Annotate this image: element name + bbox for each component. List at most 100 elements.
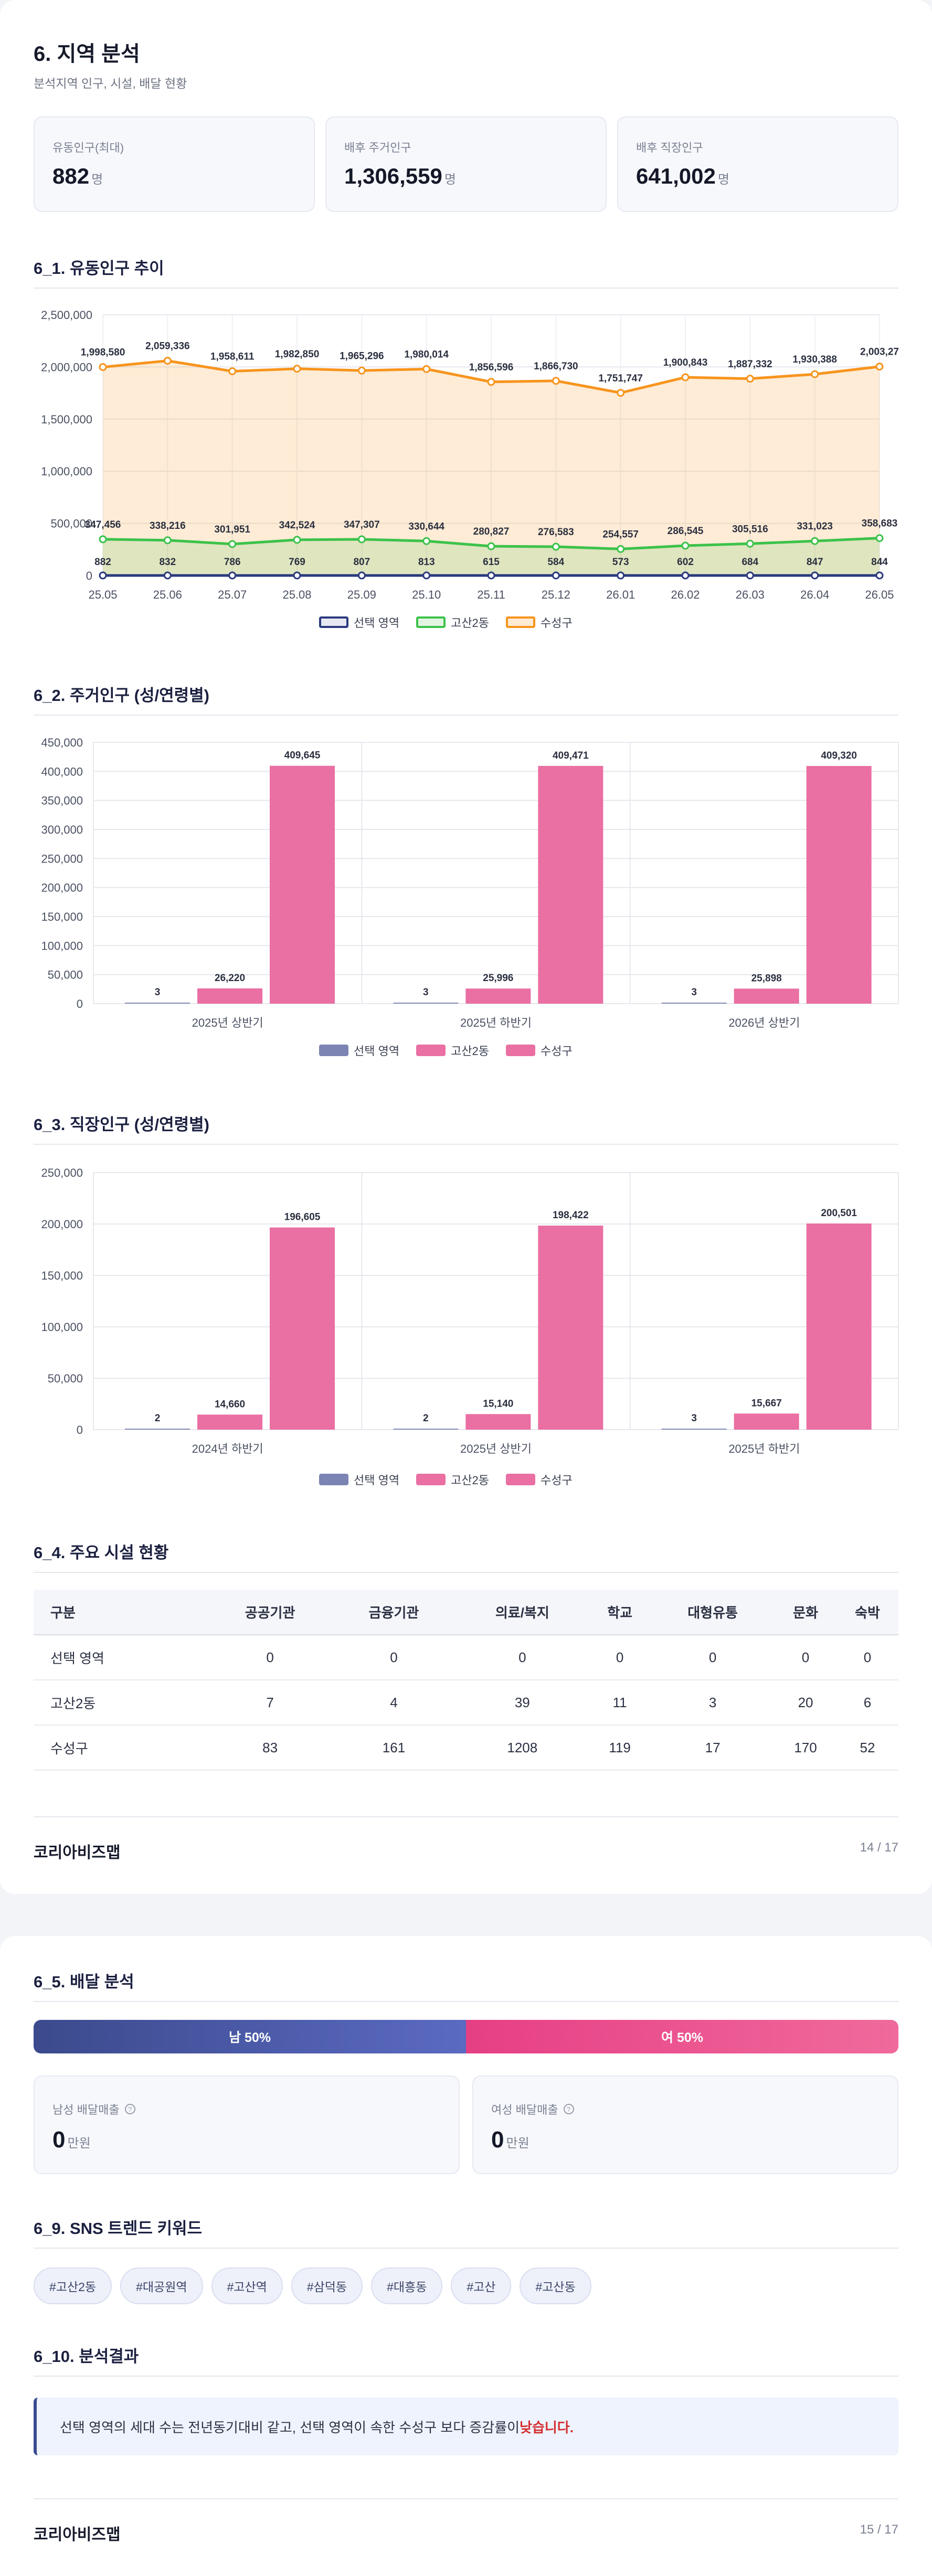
- sns-keyword-tag[interactable]: #고산2동: [34, 2268, 112, 2304]
- x-tick-label: 25.07: [218, 588, 247, 601]
- section-title-delivery: 6_5. 배달 분석: [34, 1973, 134, 1991]
- legend-item[interactable]: 선택 영역: [319, 614, 399, 631]
- male-share-segment: 남 50%: [34, 2020, 466, 2053]
- data-point: [99, 535, 107, 544]
- bar: [270, 765, 335, 1004]
- table-cell: 161: [332, 1725, 456, 1771]
- table-cell: 0: [589, 1635, 651, 1680]
- kpi-label: 배후 직장인구: [636, 141, 703, 154]
- column-header: 구분: [34, 1590, 208, 1635]
- analysis-result-box: 선택 영역의 세대 수는 전년동기대비 같고, 선택 영역이 속한 수성구 보다…: [34, 2398, 898, 2455]
- data-label: 2,003,27: [860, 347, 899, 358]
- floating-population-line-chart: 0 500,000 1,000,000 1,500,000 2,000,000 2,500…: [41, 308, 899, 601]
- page-title: 6. 지역 분석: [34, 42, 140, 66]
- page-footer: 코리아비즈맵 15 / 17: [34, 2498, 898, 2543]
- data-point: [293, 571, 301, 580]
- sns-keyword-tag[interactable]: #고산동: [520, 2268, 591, 2304]
- table-cell: 6: [836, 1680, 898, 1726]
- data-point: [487, 542, 495, 550]
- legend-item[interactable]: 수성구: [506, 1042, 573, 1059]
- data-point: [746, 539, 754, 548]
- sns-keyword-tag[interactable]: #대흥동: [371, 2268, 443, 2304]
- data-point: [357, 571, 366, 580]
- section-divider: [34, 715, 898, 716]
- data-point: [875, 363, 884, 371]
- legend-item[interactable]: 선택 영역: [319, 1471, 399, 1488]
- legend-item[interactable]: 수성구: [506, 1471, 573, 1488]
- data-label: 1,751,747: [598, 373, 643, 384]
- chart-legend: 선택 영역 고산2동 수성구: [319, 614, 573, 631]
- section-divider: [34, 1144, 898, 1145]
- table-cell: 4: [332, 1680, 456, 1726]
- x-tick-label: 26.05: [865, 588, 894, 601]
- sns-keyword-tag[interactable]: #대공원역: [120, 2268, 203, 2304]
- data-label: 1,958,611: [210, 352, 255, 363]
- y-tick-label: 1,000,000: [41, 465, 92, 478]
- data-label: 2: [423, 1413, 429, 1424]
- x-tick-label: 26.03: [736, 588, 765, 601]
- data-point: [228, 367, 237, 376]
- legend-label: 선택 영역: [354, 1474, 400, 1487]
- column-header: 의료/복지: [456, 1590, 589, 1635]
- y-tick-label: 100,000: [41, 939, 83, 952]
- data-point: [487, 378, 495, 386]
- data-point: [163, 536, 172, 545]
- legend-swatch: [506, 1474, 536, 1485]
- data-point: [163, 357, 172, 365]
- data-label: 1,998,580: [81, 347, 125, 358]
- legend-item[interactable]: 고산2동: [416, 1042, 489, 1059]
- sns-keyword-tag[interactable]: #고산: [451, 2268, 512, 2304]
- section-title-residential: 6_2. 주거인구 (성/연령별): [34, 686, 209, 705]
- facilities-table: 구분 공공기관 금융기관 의료/복지 학교 대형유통 문화 숙박 선택 영역 0 0 0 0 0 0 0 고산2…: [34, 1590, 898, 1771]
- female-share-segment: 여 50%: [466, 2020, 898, 2053]
- y-tick-label: 300,000: [41, 823, 83, 836]
- help-icon[interactable]: ?: [563, 2104, 574, 2114]
- data-label: 301,951: [214, 524, 250, 535]
- bar: [661, 1003, 727, 1004]
- data-label: 786: [224, 557, 241, 568]
- data-label: 276,583: [538, 527, 574, 538]
- data-label: 254,557: [602, 529, 639, 540]
- legend-item[interactable]: 고산2동: [416, 614, 489, 631]
- x-tick-label: 26.01: [606, 588, 635, 601]
- y-tick-label: 250,000: [41, 1166, 83, 1179]
- data-label: 813: [418, 557, 435, 568]
- help-icon[interactable]: ?: [124, 2104, 135, 2114]
- y-tick-label: 350,000: [41, 794, 83, 807]
- data-point: [552, 542, 560, 551]
- x-tick-label: 26.02: [671, 588, 700, 601]
- data-label: 409,320: [821, 750, 857, 761]
- data-point: [746, 375, 754, 383]
- data-label: 1,887,332: [728, 359, 772, 370]
- x-tick-label: 2026년 상반기: [728, 1016, 800, 1029]
- section-divider: [34, 1572, 898, 1573]
- residential-population-bar-chart: 0 50,000 100,000 150,000 200,000 250,000 300,0…: [41, 736, 899, 1029]
- y-tick-label: 0: [86, 569, 92, 582]
- y-tick-label: 500,000: [50, 517, 92, 530]
- data-point: [746, 571, 754, 580]
- legend-item[interactable]: 선택 영역: [319, 1042, 399, 1059]
- legend-label: 수성구: [541, 1474, 573, 1487]
- table-row: 수성구 83 161 1208 119 17 170 52: [34, 1725, 898, 1771]
- x-tick-label: 2025년 하반기: [460, 1016, 532, 1029]
- bar: [197, 1414, 262, 1430]
- legend-item[interactable]: 수성구: [506, 614, 573, 631]
- bar: [465, 988, 531, 1004]
- data-label: 305,516: [732, 524, 768, 535]
- section-divider: [34, 2248, 898, 2249]
- legend-swatch: [319, 1045, 348, 1056]
- data-label: 15,140: [483, 1398, 513, 1409]
- bar: [393, 1003, 459, 1004]
- table-cell: 고산2동: [34, 1680, 208, 1726]
- legend-item[interactable]: 고산2동: [416, 1471, 489, 1488]
- bar: [197, 988, 262, 1004]
- card-value: 0 만원: [491, 2127, 529, 2153]
- bar: [125, 1429, 190, 1430]
- column-header: 문화: [775, 1590, 836, 1635]
- sns-keyword-tag[interactable]: #고산역: [211, 2268, 283, 2304]
- data-point: [487, 571, 495, 580]
- sns-keyword-tag[interactable]: #삼덕동: [291, 2268, 363, 2304]
- x-tick-label: 2025년 상반기: [460, 1442, 532, 1455]
- y-tick-label: 0: [77, 1423, 83, 1436]
- table-cell: 119: [589, 1725, 651, 1771]
